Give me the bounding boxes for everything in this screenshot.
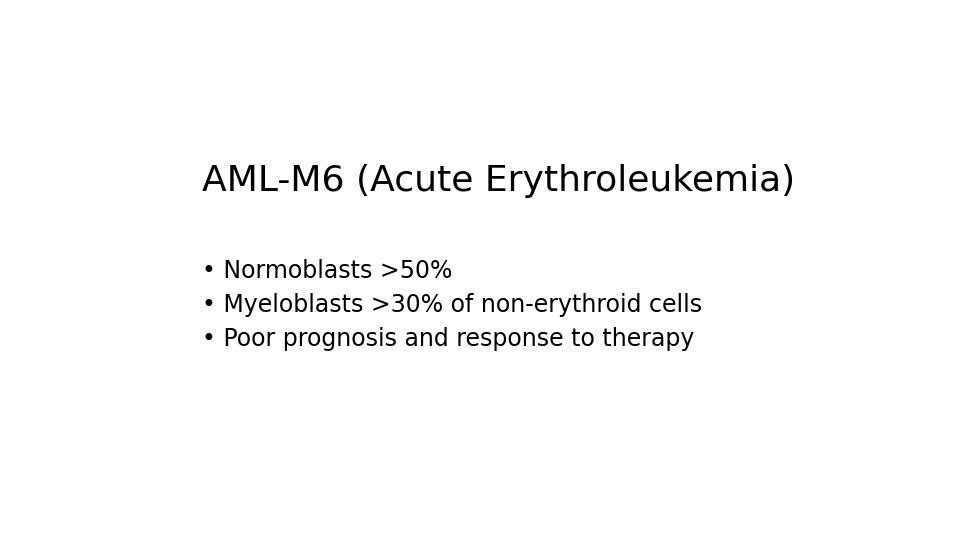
- Text: • Poor prognosis and response to therapy: • Poor prognosis and response to therapy: [202, 327, 694, 351]
- Text: AML-M6 (Acute Erythroleukemia): AML-M6 (Acute Erythroleukemia): [202, 164, 795, 198]
- Text: • Myeloblasts >30% of non-erythroid cells: • Myeloblasts >30% of non-erythroid cell…: [202, 293, 702, 317]
- Text: • Normoblasts >50%: • Normoblasts >50%: [202, 259, 452, 282]
